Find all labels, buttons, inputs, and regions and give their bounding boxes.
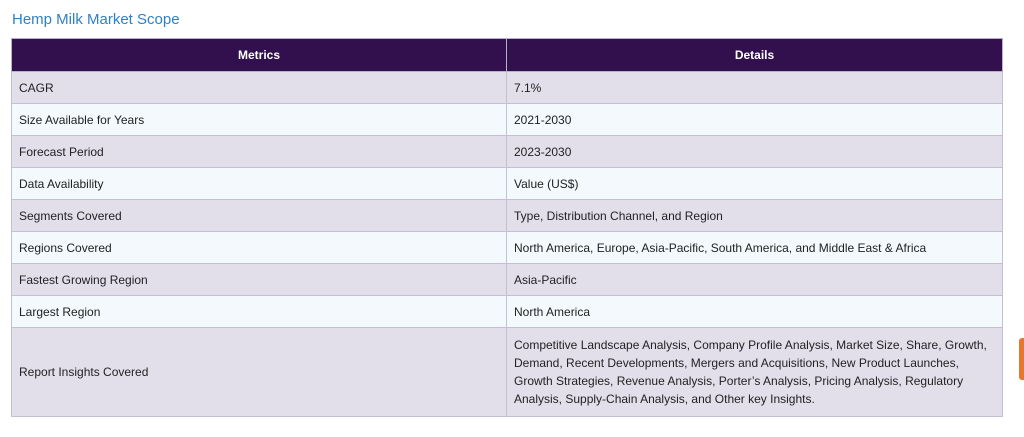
- header-details: Details: [506, 38, 1003, 72]
- detail-cell: Asia-Pacific: [506, 263, 1003, 296]
- detail-cell: Value (US$): [506, 167, 1003, 200]
- table-row: CAGR 7.1%: [11, 71, 1003, 104]
- table-row: Largest Region North America: [11, 295, 1003, 328]
- table-row: Data Availability Value (US$): [11, 167, 1003, 200]
- detail-cell: 7.1%: [506, 71, 1003, 104]
- table-header-row: Metrics Details: [11, 38, 1003, 72]
- metric-cell: Regions Covered: [11, 231, 507, 264]
- detail-cell: North America: [506, 295, 1003, 328]
- table-row: Regions Covered North America, Europe, A…: [11, 231, 1003, 264]
- metric-cell: Report Insights Covered: [11, 327, 507, 417]
- detail-cell: Competitive Landscape Analysis, Company …: [506, 327, 1003, 417]
- detail-cell: 2023-2030: [506, 135, 1003, 168]
- metric-cell: Largest Region: [11, 295, 507, 328]
- table-row: Fastest Growing Region Asia-Pacific: [11, 263, 1003, 296]
- market-scope-table: Metrics Details CAGR 7.1% Size Available…: [11, 38, 1003, 417]
- table-row: Forecast Period 2023-2030: [11, 135, 1003, 168]
- metric-cell: CAGR: [11, 71, 507, 104]
- table-row: Size Available for Years 2021-2030: [11, 103, 1003, 136]
- section-title: Hemp Milk Market Scope: [12, 11, 180, 28]
- detail-cell: North America, Europe, Asia-Pacific, Sou…: [506, 231, 1003, 264]
- detail-cell: 2021-2030: [506, 103, 1003, 136]
- metric-cell: Segments Covered: [11, 199, 507, 232]
- metric-cell: Fastest Growing Region: [11, 263, 507, 296]
- metric-cell: Forecast Period: [11, 135, 507, 168]
- detail-cell: Type, Distribution Channel, and Region: [506, 199, 1003, 232]
- metric-cell: Data Availability: [11, 167, 507, 200]
- side-feedback-tab[interactable]: [1019, 338, 1024, 380]
- table-row: Report Insights Covered Competitive Land…: [11, 327, 1003, 417]
- header-metrics: Metrics: [11, 38, 507, 72]
- metric-cell: Size Available for Years: [11, 103, 507, 136]
- table-row: Segments Covered Type, Distribution Chan…: [11, 199, 1003, 232]
